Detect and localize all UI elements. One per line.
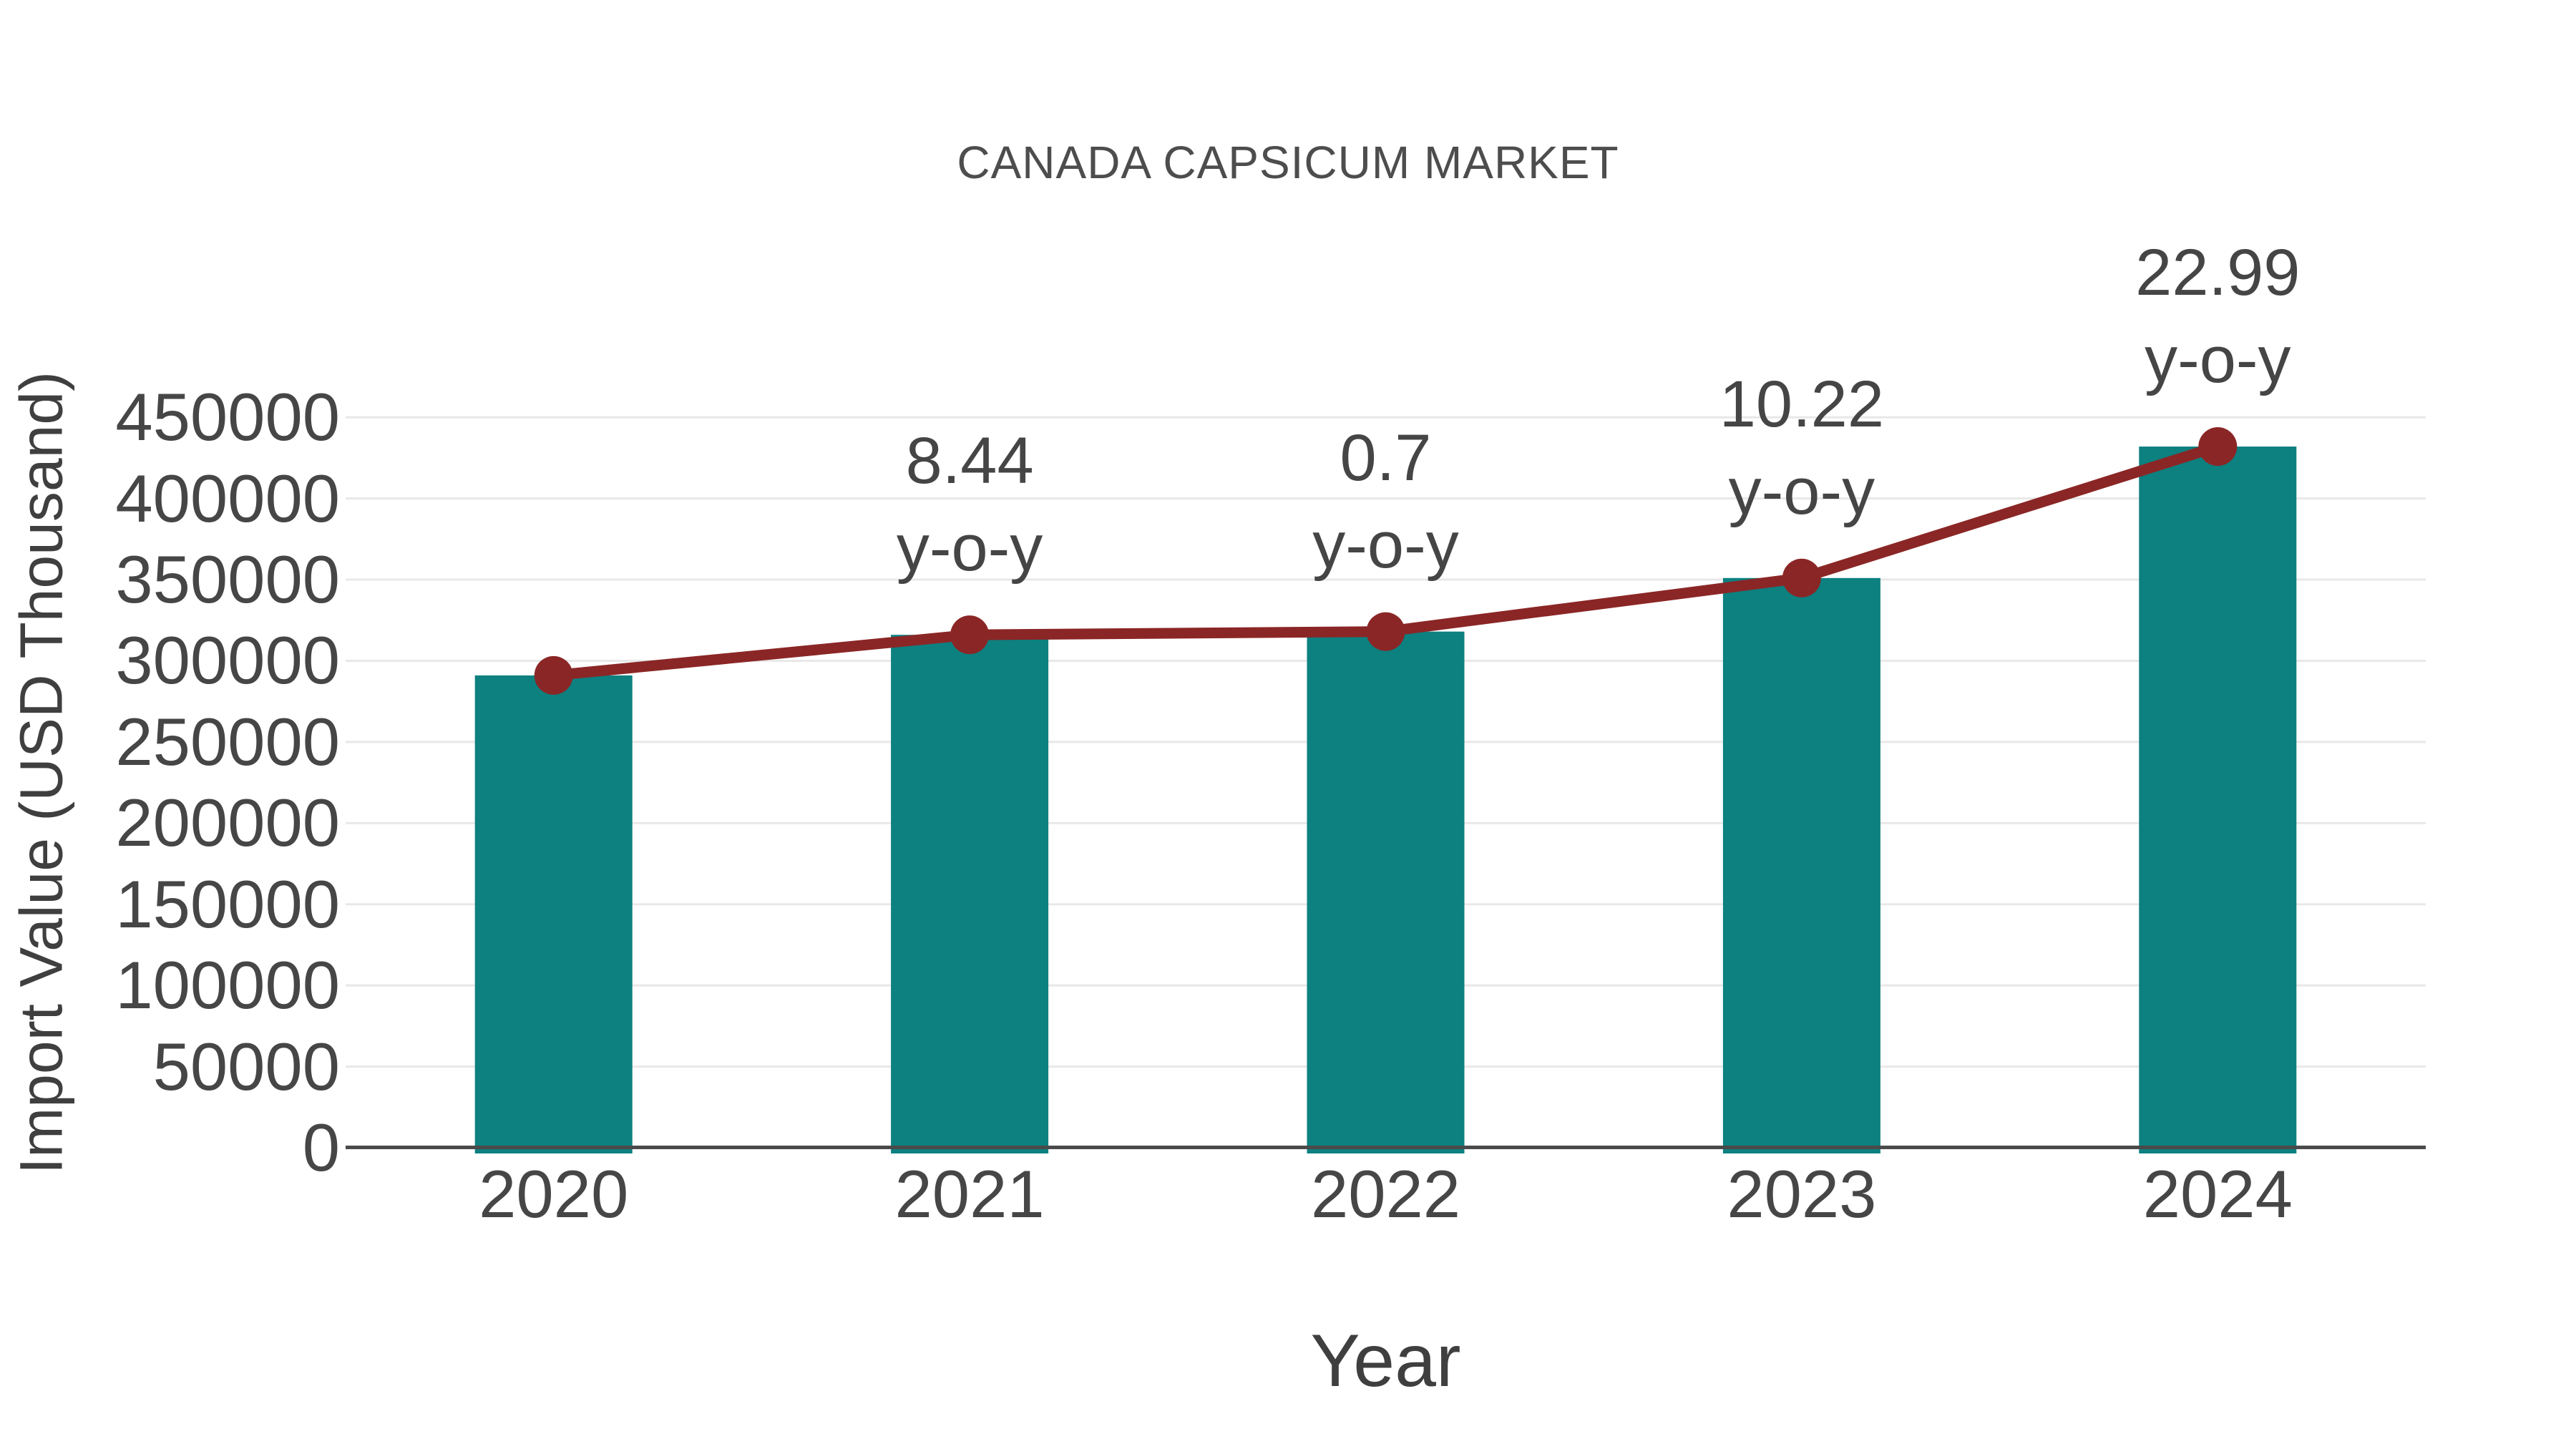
y-tick-label-250000: 250000 [115, 703, 340, 779]
chart-title: CANADA CAPSICUM MARKET [957, 137, 1619, 188]
y-tick-label-400000: 400000 [115, 460, 340, 536]
bar-2022 [1307, 631, 1465, 1153]
trend-point-2020 [534, 655, 573, 695]
y-tick-label-0: 0 [302, 1110, 340, 1185]
y-tick-label-200000: 200000 [115, 785, 340, 861]
y-tick-label-450000: 450000 [115, 379, 340, 455]
bar-2023 [1722, 577, 1880, 1153]
annotation-suffix-2024: y-o-y [2145, 323, 2291, 397]
annotation-2023: 10.22 y-o-y [1566, 361, 2038, 535]
x-axis-line [346, 1146, 2426, 1149]
annotation-suffix-2021: y-o-y [896, 512, 1043, 585]
annotation-suffix-2022: y-o-y [1312, 508, 1459, 582]
bar-2024 [2139, 447, 2297, 1153]
annotation-value-2024: 22.99 [2135, 236, 2301, 310]
y-tick-label-100000: 100000 [115, 947, 340, 1023]
x-axis-title: Year [1310, 1319, 1461, 1402]
bar-2021 [891, 635, 1049, 1153]
x-tick-label-2024: 2024 [2142, 1156, 2293, 1231]
annotation-2022: 0.7 y-o-y [1150, 414, 1622, 589]
x-tick-label-2020: 2020 [479, 1156, 629, 1231]
annotation-value-2022: 0.7 [1340, 421, 1432, 494]
trend-point-2023 [1782, 558, 1821, 597]
annotation-2021: 8.44 y-o-y [733, 417, 1206, 592]
annotation-2024: 22.99 y-o-y [1981, 229, 2454, 404]
x-tick-label-2023: 2023 [1727, 1156, 1877, 1231]
y-tick-label-300000: 300000 [115, 623, 340, 698]
y-tick-label-50000: 50000 [152, 1028, 340, 1104]
y-tick-label-350000: 350000 [115, 542, 340, 618]
x-tick-label-2022: 2022 [1310, 1156, 1461, 1231]
bar-2020 [474, 675, 633, 1153]
trend-point-2021 [950, 615, 990, 655]
annotation-value-2023: 10.22 [1719, 367, 1884, 441]
annotation-suffix-2023: y-o-y [1728, 454, 1875, 528]
annotation-value-2021: 8.44 [905, 424, 1034, 498]
trend-point-2024 [2198, 427, 2238, 467]
x-tick-label-2021: 2021 [894, 1156, 1045, 1231]
y-tick-label-150000: 150000 [115, 866, 340, 942]
trend-point-2022 [1366, 612, 1405, 651]
